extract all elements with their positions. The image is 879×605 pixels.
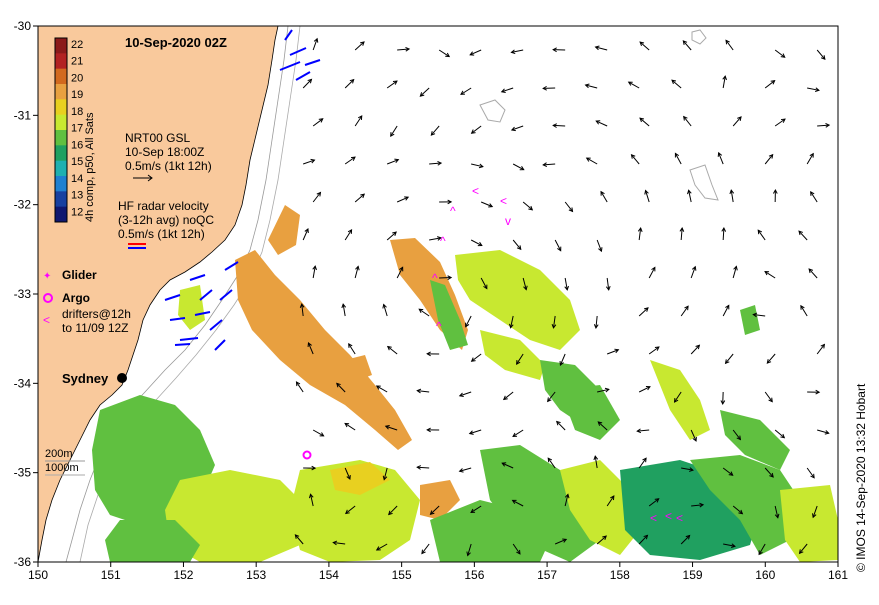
x-tick-label: 157 [537,568,557,582]
gsl-line2: 10-Sep 18:00Z [125,145,204,159]
colorbar-swatch [55,99,67,115]
x-tick-label: 159 [683,568,703,582]
colorbar-swatch [55,207,67,223]
svg-text:^: ^ [440,234,446,248]
colorbar-tick: 13 [71,190,83,202]
x-tick-label: 150 [28,568,48,582]
svg-text:<: < [500,194,507,208]
colorbar-swatch [55,84,67,100]
x-axis: 150 151 152 153 154 155 156 157 158 159 160 161 [28,562,848,582]
colorbar-tick: 14 [71,173,83,185]
colorbar-swatch [55,191,67,207]
colorbar-swatch [55,53,67,69]
colorbar-swatch [55,176,67,192]
hf-line1: HF radar velocity [118,199,209,213]
colorbar-tick: 17 [71,123,83,135]
glider-marker: ✦ [43,271,51,282]
contour-1000m-label: 1000m [45,462,79,474]
colorbar-label: 4h comp, p50, All Sats [84,112,96,222]
drifters-line2: to 11/09 12Z [62,321,129,335]
map-title: 10-Sep-2020 02Z [125,35,227,50]
x-tick-label: 160 [755,568,775,582]
svg-text:<: < [676,511,683,525]
y-axis: -30 -31 -32 -33 -34 -35 -36 [14,19,38,569]
colorbar-swatch [55,115,67,131]
svg-text:v: v [505,214,511,228]
sydney-marker [117,373,127,383]
hf-line2: (3-12h avg) noQC [118,213,214,227]
colorbar-tick: 20 [71,72,83,84]
svg-text:<: < [665,509,672,523]
x-tick-label: 156 [464,568,484,582]
colorbar-swatch [55,161,67,177]
sydney-label: Sydney [62,371,109,386]
colorbar-swatch [55,69,67,85]
y-tick-label: -32 [14,198,32,212]
x-tick-label: 161 [828,568,848,582]
argo-label: Argo [62,291,90,305]
hf-line3: 0.5m/s (1kt 12h) [118,227,205,241]
colorbar-tick: 19 [71,89,83,101]
svg-text:<: < [650,511,657,525]
colorbar-tick: 18 [71,106,83,118]
x-tick-label: 152 [173,568,193,582]
svg-text:^: ^ [436,319,442,333]
y-tick-label: -35 [14,466,32,480]
y-tick-label: -30 [14,19,32,33]
x-tick-label: 155 [392,568,412,582]
svg-text:^: ^ [432,271,438,285]
x-tick-label: 151 [101,568,121,582]
y-tick-label: -36 [14,555,32,569]
velocity-arrow [553,125,565,126]
drifter-marker: < [43,313,50,327]
x-tick-label: 153 [246,568,266,582]
x-tick-label: 158 [610,568,630,582]
colorbar-swatch [55,38,67,54]
credit: © IMOS 14-Sep-2020 13:32 Hobart [851,300,871,605]
credit-text: © IMOS 14-Sep-2020 13:32 Hobart [854,383,868,572]
y-tick-label: -34 [14,376,32,390]
gsl-line3: 0.5m/s (1kt 12h) [125,159,212,173]
colorbar-swatch [55,145,67,161]
y-tick-label: -31 [14,108,32,122]
colorbar-tick: 22 [71,39,83,51]
y-tick-label: -33 [14,287,32,301]
gsl-line1: NRT00 GSL [125,131,190,145]
glider-label: Glider [62,268,97,282]
drifters-line1: drifters@12h [62,307,131,321]
x-tick-label: 154 [319,568,339,582]
contour-200m-label: 200m [45,448,73,460]
colorbar-swatch [55,130,67,146]
svg-text:<: < [472,184,479,198]
colorbar-tick: 15 [71,156,83,168]
colorbar-tick: 16 [71,139,83,151]
svg-text:^: ^ [450,204,456,218]
colorbar-tick: 21 [71,56,83,68]
colorbar-tick: 12 [71,206,83,218]
